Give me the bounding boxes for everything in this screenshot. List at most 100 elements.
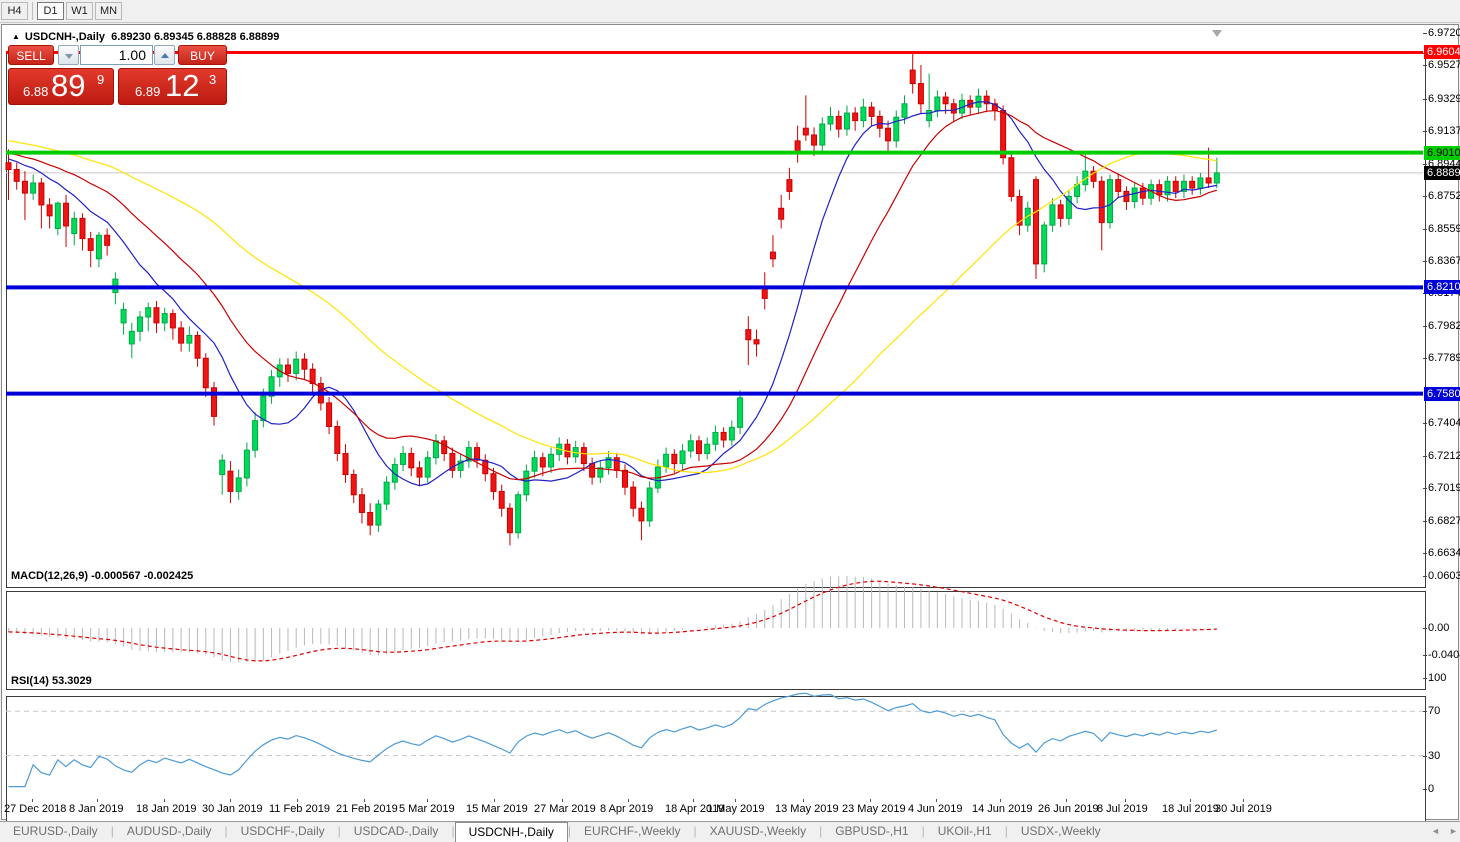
date-tick-mark [364, 799, 365, 802]
candlesticks [5, 52, 1220, 546]
collapse-icon[interactable]: ▲ [12, 32, 20, 41]
tab-scroll-left-icon[interactable]: ◄ [1431, 826, 1440, 836]
tab-xauusd[interactable]: XAUUSD-,Weekly [709, 824, 807, 838]
axis-tick-mark [1423, 520, 1427, 522]
macd-tick-label: 0.060342 [1428, 570, 1460, 582]
toolbar-separator [32, 2, 33, 20]
price-chart[interactable] [5, 29, 1423, 562]
axis-tick-mark [1423, 789, 1427, 790]
date-tick-mark [693, 799, 694, 802]
chevron-down-icon [65, 54, 73, 59]
tab-usdcnh[interactable]: USDCNH-,Daily [454, 822, 568, 842]
price-pane[interactable] [6, 53, 1426, 588]
date-tick-mark [735, 799, 736, 802]
date-label: 8 Jul 2019 [1097, 803, 1148, 815]
date-label: 18 Jan 2019 [136, 803, 197, 815]
date-label: 21 Feb 2019 [336, 803, 398, 815]
tab-separator: | [224, 824, 228, 838]
chart-window [1, 24, 1459, 825]
date-tick-mark [1190, 799, 1191, 802]
date-label: 11 Feb 2019 [269, 803, 330, 815]
date-tick-mark [803, 799, 804, 802]
tab-scroll-right-icon[interactable]: ► [1449, 826, 1458, 836]
date-label: 30 Jul 2019 [1215, 803, 1272, 815]
sell-price-pip: 9 [97, 72, 105, 87]
chart-title: ▲ USDCNH-,Daily 6.89230 6.89345 6.88828 6… [12, 31, 279, 43]
tab-separator: | [451, 824, 455, 838]
date-label: 27 Mar 2019 [534, 803, 596, 815]
timeframe-button-d1[interactable]: D1 [37, 2, 64, 20]
chart-ohlc-values: 6.89230 6.89345 6.88828 6.88899 [111, 31, 280, 43]
axis-tick-mark [1423, 655, 1427, 656]
price-tick-label: 6.77895 [1428, 352, 1460, 365]
macd-tick-label: -0.040415 [1428, 649, 1460, 661]
date-tick-mark [562, 799, 563, 802]
chevron-up-icon [161, 53, 169, 58]
axis-tick-mark [1423, 261, 1427, 263]
macd-chart[interactable] [5, 567, 1423, 664]
date-tick-mark [1243, 799, 1244, 802]
buy-price-big: 12 [165, 68, 200, 103]
date-tick-mark [164, 799, 165, 802]
axis-tick-mark [1423, 455, 1427, 457]
level-price-tag: 6.75804 [1424, 386, 1460, 401]
tab-audusd[interactable]: AUDUSD-,Daily [126, 824, 212, 838]
axis-tick-mark [1423, 488, 1427, 490]
price-tick-label: 6.93295 [1428, 92, 1460, 105]
macd-signal-line [8, 580, 1217, 662]
axis-tick-mark [1423, 678, 1427, 679]
date-tick-mark [1125, 799, 1126, 802]
rsi-tick-label: 100 [1428, 672, 1447, 684]
date-tick-mark [297, 799, 298, 802]
macd-tick-label: 0.00 [1428, 622, 1450, 634]
rsi-pane[interactable] [6, 696, 1426, 825]
date-label: 27 Dec 2018 [4, 803, 67, 815]
macd-pane[interactable] [6, 591, 1426, 690]
timeframe-button-h4[interactable]: H4 [1, 2, 28, 20]
sell-price-prefix: 6.88 [23, 84, 49, 99]
date-tick-mark [97, 799, 98, 802]
rsi-tick-label: 70 [1428, 705, 1441, 718]
tab-usdx[interactable]: USDX-,Weekly [1020, 824, 1101, 838]
date-tick-mark [628, 799, 629, 802]
volume-increase-button[interactable] [154, 45, 175, 65]
rsi-chart[interactable] [5, 672, 1423, 799]
tab-separator: | [337, 824, 341, 838]
price-tick-label: 6.95275 [1428, 59, 1460, 72]
date-tick-mark [230, 799, 231, 802]
buy-button[interactable]: BUY [178, 45, 227, 65]
level-price-tag: 6.82103 [1424, 280, 1460, 295]
price-tick-label: 6.91370 [1428, 125, 1460, 138]
sell-price-button[interactable]: 6.88 89 9 [8, 68, 114, 105]
volume-decrease-button[interactable] [58, 45, 79, 65]
moving-average-45 [8, 140, 1217, 474]
price-tick-label: 6.87520 [1428, 190, 1460, 203]
tab-separator: | [921, 824, 925, 838]
axis-tick-mark [1423, 576, 1427, 577]
tab-gbpusd[interactable]: GBPUSD-,H1 [835, 824, 909, 838]
tab-separator: | [110, 824, 114, 838]
date-tick-mark [1066, 799, 1067, 802]
timeframe-toolbar: H4 D1 W1 MN [0, 0, 1460, 23]
current-bar-marker-icon [1212, 30, 1222, 37]
buy-price-button[interactable]: 6.89 12 3 [118, 68, 227, 105]
axis-tick-mark [1423, 98, 1427, 100]
price-tick-label: 6.97200 [1428, 27, 1460, 39]
tab-ukoil[interactable]: UKOil-,H1 [937, 824, 992, 838]
date-tick-mark [936, 799, 937, 802]
tab-eurchf[interactable]: EURCHF-,Weekly [584, 824, 681, 838]
date-label: 18 Apr 2019 [665, 803, 725, 815]
volume-input[interactable] [80, 45, 153, 65]
axis-tick-mark [1423, 358, 1427, 360]
sell-button[interactable]: SELL [8, 45, 54, 65]
date-tick-mark [32, 799, 33, 802]
buy-price-prefix: 6.89 [135, 84, 161, 99]
tab-eurusd[interactable]: EURUSD-,Daily [13, 824, 98, 838]
date-label: 4 Jun 2019 [908, 803, 963, 815]
tab-usdcad[interactable]: USDCAD-,Daily [353, 824, 439, 838]
date-label: 5 Mar 2019 [399, 803, 455, 815]
level-price-tag: 6.90100 [1424, 145, 1460, 160]
tab-usdchf[interactable]: USDCHF-,Daily [240, 824, 325, 838]
timeframe-button-mn[interactable]: MN [95, 2, 122, 20]
timeframe-button-w1[interactable]: W1 [66, 2, 93, 20]
